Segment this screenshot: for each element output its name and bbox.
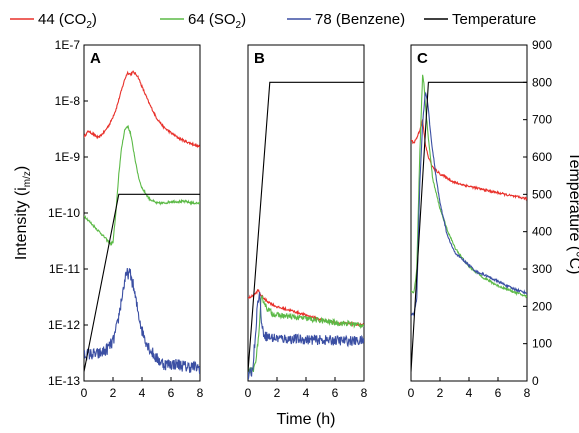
series-line-temperature [84, 193, 200, 372]
x-tick-label: 2 [274, 386, 281, 400]
x-tick-label: 0 [408, 386, 415, 400]
series-line-64-so2 [248, 294, 364, 374]
x-tick-label: 6 [495, 386, 502, 400]
x-tick-label: 2 [437, 386, 444, 400]
y-tick-label: 1E-10 [48, 206, 80, 220]
panel-frame [410, 44, 528, 382]
y-axis-title-left: Intensity (im/z) [13, 166, 33, 260]
y2-tick-label: 700 [532, 113, 552, 127]
y2-tick-label: 900 [532, 38, 552, 52]
y2-tick-label: 600 [532, 150, 552, 164]
y2-tick-label: 800 [532, 75, 552, 89]
y2-tick-label: 500 [532, 187, 552, 201]
x-tick-label: 2 [110, 386, 117, 400]
series-line-78-benzene [84, 267, 200, 375]
panel-a: A 0 2 4 6 8 1E-13 1E-12 1E-11 1E-10 1E-9 1E-8 1E-7 [48, 38, 204, 400]
panel-frame [247, 44, 365, 382]
legend-label: Temperature [452, 11, 536, 28]
series-line-64-so2 [84, 124, 200, 247]
y2-tick-label: 400 [532, 225, 552, 239]
x-tick-label: 6 [332, 386, 339, 400]
x-tick-label: 4 [303, 386, 310, 400]
y-tick-label: 1E-12 [48, 318, 80, 332]
series-line-temperature [411, 81, 527, 372]
x-tick-label: 8 [197, 386, 204, 400]
legend: 44 (CO2) 64 (SO2) 78 (Benzene) Temperature [10, 11, 536, 31]
series-line-78-benzene [248, 292, 364, 380]
panel-label: B [254, 50, 265, 67]
y2-tick-label: 100 [532, 337, 552, 351]
x-tick-label: 0 [245, 386, 252, 400]
series-line-44-co2 [411, 119, 527, 202]
y-tick-label: 1E-13 [48, 374, 80, 388]
legend-label: 64 (SO2) [188, 11, 246, 31]
y-tick-label: 1E-7 [55, 38, 81, 52]
panel-label: A [90, 50, 101, 67]
y2-tick-label: 200 [532, 299, 552, 313]
y-tick-label: 1E-8 [55, 94, 81, 108]
panel-label: C [417, 50, 428, 67]
legend-entry: Temperature [424, 11, 536, 28]
legend-entry: 44 (CO2) [10, 11, 97, 31]
series-line-78-benzene [411, 91, 527, 317]
panel-b: B 0 2 4 6 8 [245, 44, 368, 400]
axis-labels: Time (h) Intensity (im/z) Temperature (°C) [13, 152, 579, 428]
y-axis-title-right: Temperature (°C) [566, 152, 579, 275]
legend-entry: 78 (Benzene) [287, 11, 405, 28]
x-tick-label: 4 [139, 386, 146, 400]
x-tick-label: 6 [168, 386, 175, 400]
legend-label: 78 (Benzene) [315, 11, 405, 28]
y-tick-label: 1E-11 [49, 262, 80, 276]
series-line-44-co2 [84, 70, 200, 149]
plot-panels: A 0 2 4 6 8 1E-13 1E-12 1E-11 1E-10 1E-9 1E-8 1E-7 B 0… [48, 38, 552, 400]
x-axis-title: Time (h) [277, 411, 336, 428]
y2-tick-label: 0 [532, 374, 539, 388]
x-tick-label: 4 [466, 386, 473, 400]
y2-tick-label: 300 [532, 262, 552, 276]
y-tick-label: 1E-9 [55, 150, 81, 164]
x-tick-label: 8 [524, 386, 531, 400]
legend-entry: 64 (SO2) [160, 11, 246, 31]
legend-label: 44 (CO2) [38, 11, 97, 31]
x-tick-label: 8 [361, 386, 368, 400]
series-line-temperature [248, 81, 364, 372]
series-line-44-co2 [248, 288, 364, 328]
x-tick-label: 0 [81, 386, 88, 400]
